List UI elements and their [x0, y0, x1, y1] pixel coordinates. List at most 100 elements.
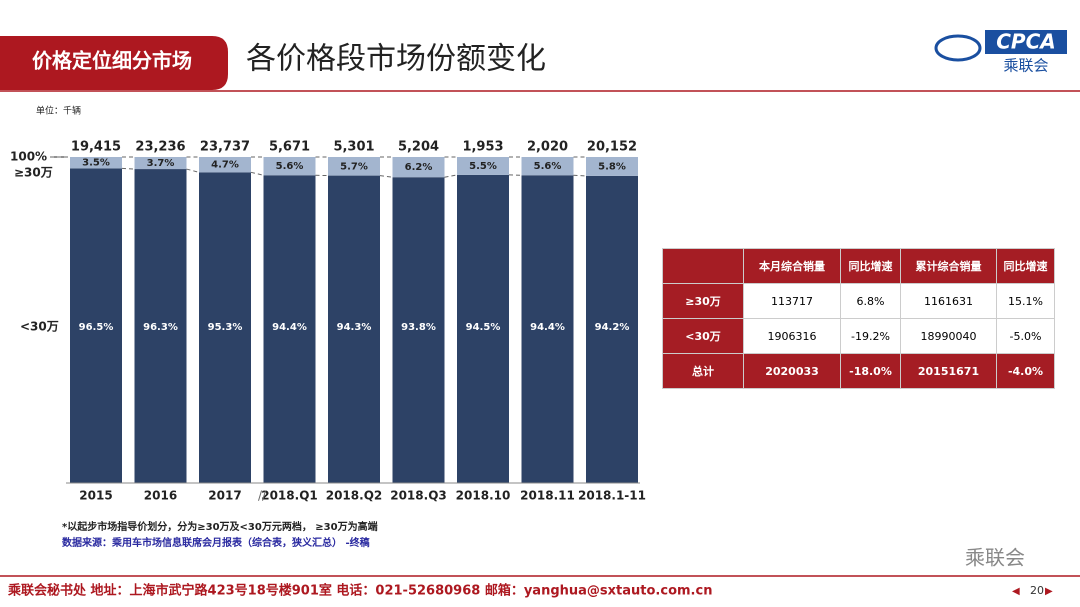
table-row: 总计 2020033 -18.0% 20151671 -4.0% — [662, 353, 1055, 389]
bar-segment — [457, 157, 509, 175]
table-cell: -18.0% — [840, 353, 901, 389]
row-label: ≥30万 — [662, 283, 744, 319]
column-header: 累计综合销量 — [900, 248, 997, 284]
x-tick-label: 2018.10 — [456, 489, 511, 503]
value-label: 5.8% — [598, 161, 626, 172]
bar-segment — [134, 169, 187, 483]
total-label: 5,301 — [333, 140, 374, 155]
column-header: 本月综合销量 — [743, 248, 841, 284]
bar-segment — [70, 168, 122, 483]
bar-segment — [263, 157, 316, 176]
bar-segment — [263, 175, 316, 484]
table-cell: -5.0% — [996, 318, 1055, 354]
connector-line — [250, 171, 264, 176]
value-label: 94.4% — [530, 322, 565, 333]
row-label: <30万 — [662, 318, 744, 354]
table-cell: 20151671 — [900, 353, 997, 389]
bar-segment — [134, 157, 187, 170]
section-label: 价格定位细分市场 — [32, 49, 192, 73]
plot: 100% ≥30万 <30万 96.5% 3.5% 19,415 2015 96.3% 3.7%… — [10, 140, 646, 503]
x-tick-label: 2018.Q1 — [261, 489, 318, 503]
bar-segment — [328, 157, 380, 176]
x-tick-label: 2018.Q2 — [326, 489, 383, 503]
value-label: 94.5% — [466, 322, 501, 333]
total-label: 1,953 — [462, 140, 503, 155]
value-label: 3.7% — [147, 158, 175, 169]
table-cell: 2020033 — [743, 353, 841, 389]
value-label: 96.5% — [79, 322, 114, 333]
x-tick-label: 2018.11 — [520, 489, 575, 503]
table-row: <30万 1906316 -19.2% 18990040 -5.0% — [662, 318, 1055, 354]
table-cell: 18990040 — [900, 318, 997, 354]
total-label: 23,737 — [200, 140, 250, 155]
bar-segment — [586, 157, 638, 176]
total-label: 5,671 — [269, 140, 310, 155]
x-tick-label: 2016 — [144, 489, 177, 503]
connector-line — [379, 175, 393, 178]
value-label: 5.5% — [469, 161, 497, 172]
value-label: 5.7% — [340, 161, 368, 172]
table-cell: 15.1% — [996, 283, 1055, 319]
bar-segment — [199, 157, 251, 173]
bar-segment — [521, 175, 574, 484]
value-label: 94.4% — [272, 322, 307, 333]
page-prev[interactable]: ◀ — [1012, 586, 1020, 597]
bar-segment — [521, 157, 574, 176]
bar-segment — [328, 175, 380, 483]
value-label: 93.8% — [401, 322, 436, 333]
summary-table: 本月综合销量 同比增速 累计综合销量 同比增速 ≥30万 113717 6.8% 116163… — [662, 248, 1055, 389]
value-label: 96.3% — [143, 322, 178, 333]
table-cell: 1906316 — [743, 318, 841, 354]
logo-box — [985, 30, 1067, 54]
watermark: 乘联会 — [965, 546, 1025, 570]
bar-segment — [392, 177, 445, 483]
table-cell: 113717 — [743, 283, 841, 319]
footer-text: 乘联会秘书处 地址：上海市武宁路423号18号楼901室 电话：021-5268… — [7, 583, 712, 599]
table-cell: -4.0% — [996, 353, 1055, 389]
value-label: 94.2% — [595, 322, 630, 333]
logo-text: CPCA — [996, 30, 1056, 54]
total-label: 5,204 — [398, 140, 439, 155]
connector-line — [444, 174, 458, 178]
x-tick-label: 2018.1-11 — [578, 489, 646, 503]
total-label: 20,152 — [587, 140, 637, 155]
logo-sub: 乘联会 — [1003, 57, 1048, 75]
table-row: ≥30万 113717 6.8% 1161631 15.1% — [662, 283, 1055, 319]
page-number: 20 — [1030, 584, 1044, 597]
bar-segment — [70, 157, 122, 169]
connector-line — [121, 167, 135, 170]
connector-line — [573, 174, 587, 177]
corner-cell — [662, 248, 744, 284]
bar-segment — [392, 157, 445, 178]
bar-segment — [199, 172, 251, 483]
page-next[interactable]: ▶ — [1045, 586, 1053, 597]
x-tick-label: 2017 — [208, 489, 241, 503]
row-label: 总计 — [662, 353, 744, 389]
series-label: <30万 — [20, 320, 59, 334]
y-tick-label: 100% — [10, 150, 47, 164]
total-label: 23,236 — [135, 140, 185, 155]
bar-segment — [457, 174, 509, 483]
column-header: 同比增速 — [996, 248, 1055, 284]
value-label: 3.5% — [82, 158, 110, 169]
bar-segment — [586, 175, 638, 483]
logo-mark — [934, 34, 982, 62]
x-tick-label: 2018.Q3 — [390, 489, 447, 503]
value-label: 5.6% — [534, 161, 562, 172]
source: 数据来源：乘用车市场信息联席会月报表（综合表，狭义汇总） -终稿 — [62, 536, 370, 549]
table-cell: 6.8% — [840, 283, 901, 319]
total-label: 2,020 — [527, 140, 568, 155]
unit-label: 单位：千辆 — [36, 105, 81, 117]
axis-break: // — [258, 489, 267, 503]
value-label: 5.6% — [276, 161, 304, 172]
value-label: 6.2% — [405, 162, 433, 173]
value-label: 4.7% — [211, 160, 239, 171]
column-header: 同比增速 — [840, 248, 901, 284]
section-tab — [0, 36, 228, 90]
table-cell: 1161631 — [900, 283, 997, 319]
connector-line — [186, 168, 200, 173]
note: *以起步市场指导价划分，分为≥30万及<30万元两档， ≥30万为高端 — [62, 520, 378, 533]
total-label: 19,415 — [71, 140, 121, 155]
